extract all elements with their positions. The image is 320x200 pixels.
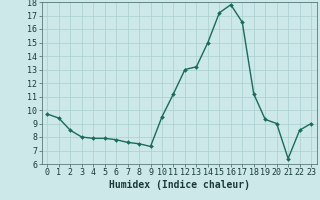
X-axis label: Humidex (Indice chaleur): Humidex (Indice chaleur) bbox=[109, 180, 250, 190]
